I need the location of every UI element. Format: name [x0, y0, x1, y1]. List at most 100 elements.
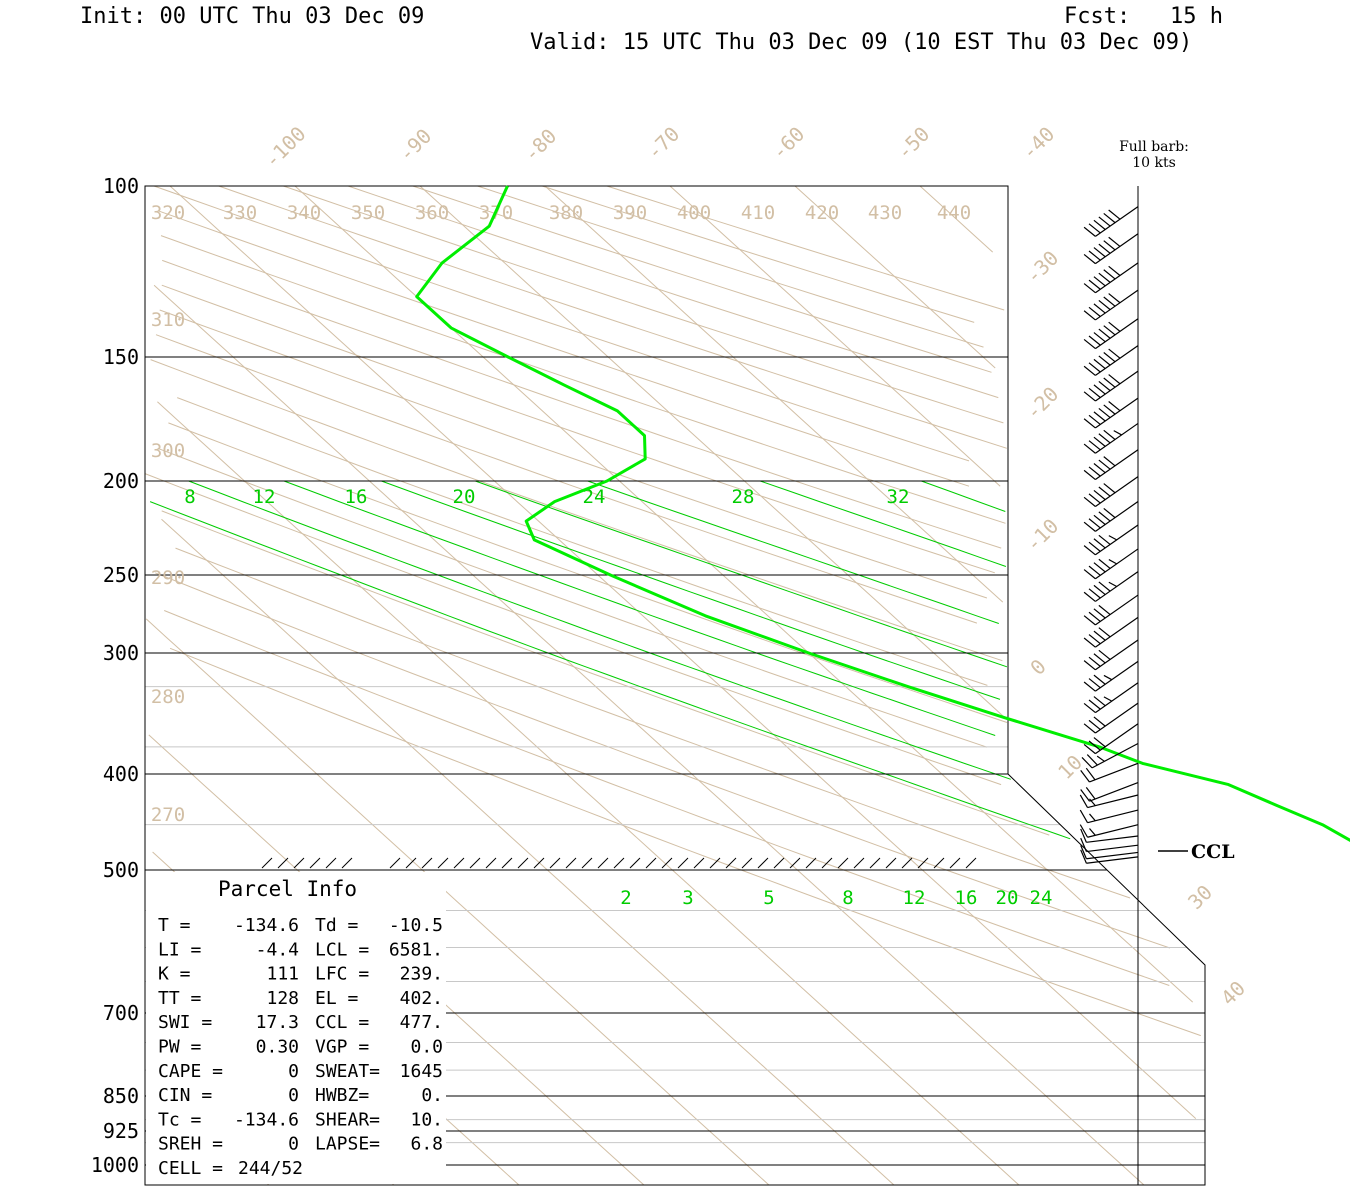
- moist-adiabat-line: [921, 480, 1006, 512]
- hatch-mark: [325, 857, 337, 869]
- pressure-tick-label: 500: [103, 858, 139, 882]
- dry-adiabat-line: [161, 510, 1050, 836]
- parcel-value-1: 111: [266, 964, 299, 985]
- hatch-mark: [805, 857, 817, 869]
- theta-side-label: 300: [151, 440, 185, 462]
- dry-adiabat-line: [159, 309, 988, 599]
- wind-barb: [1083, 476, 1139, 507]
- wind-barb: [1083, 370, 1139, 402]
- ccl-label: CCL: [1191, 841, 1235, 863]
- hatch-mark: [901, 857, 913, 869]
- hatch-mark: [837, 857, 849, 869]
- dry-adiabat-line: [169, 647, 1201, 1037]
- parcel-key-2: SWEAT=: [315, 1061, 380, 1082]
- wind-barb: [1080, 781, 1139, 802]
- wind-barb: [1080, 762, 1139, 783]
- isotherm-label: 0: [1025, 654, 1050, 679]
- init-time: Init: 00 UTC Thu 03 Dec 09: [80, 4, 425, 29]
- parcel-value-1: 0: [288, 1061, 299, 1082]
- theta-e-label: 20: [453, 486, 476, 508]
- moist-adiabat-line: [149, 501, 1071, 840]
- wind-barb: [1083, 206, 1139, 237]
- isotherm-label: -40: [1017, 122, 1060, 165]
- temperature-series-line: [415, 185, 1350, 842]
- parcel-value-2: -10.5: [389, 915, 443, 936]
- dry-adiabat-line: [477, 185, 984, 348]
- wind-barb: [1083, 571, 1139, 602]
- hatch-mark: [341, 857, 353, 869]
- moist-adiabat-line: [760, 480, 1007, 567]
- theta-e-label: 12: [253, 486, 276, 508]
- pressure-tick-label: 250: [103, 563, 139, 587]
- hatch-mark: [421, 857, 433, 869]
- parcel-key-1: CELL =: [158, 1158, 223, 1179]
- hatch-mark: [869, 857, 881, 869]
- wind-barb: [1083, 594, 1139, 626]
- dry-adiabat-line: [155, 572, 1171, 949]
- hatch-mark: [405, 857, 417, 869]
- wind-barb: [1083, 449, 1139, 481]
- wind-barb: [1083, 233, 1139, 265]
- parcel-key-2: LAPSE=: [315, 1134, 380, 1155]
- theta-top-label: 410: [741, 202, 775, 224]
- theta-e-label: 24: [583, 486, 606, 508]
- wind-barb: [1080, 837, 1139, 853]
- pressure-tick-label: 400: [103, 762, 139, 786]
- hatch-mark: [773, 857, 785, 869]
- wind-barb: [1083, 616, 1139, 648]
- hatch-mark: [709, 857, 721, 869]
- wind-barb: [1083, 397, 1139, 429]
- wind-barb: [1083, 262, 1139, 294]
- isotherm-line: [669, 185, 1001, 487]
- dry-adiabat-line: [542, 185, 975, 323]
- parcel-panel-bg: [146, 872, 446, 1184]
- wind-barb: [1083, 702, 1139, 734]
- hatch-mark: [565, 857, 577, 869]
- theta-top-label: 390: [613, 202, 647, 224]
- mixing-ratio-label: 20: [996, 887, 1019, 909]
- theta-top-label: 430: [868, 202, 902, 224]
- parcel-key-2: VGP =: [315, 1037, 369, 1058]
- hatch-mark: [389, 857, 401, 869]
- hatch-mark: [933, 857, 945, 869]
- parcel-value-2: 402.: [400, 988, 443, 1009]
- wind-barb: [1083, 501, 1139, 532]
- wind-barb: [1083, 548, 1139, 580]
- parcel-value-2: 0.: [421, 1085, 443, 1106]
- parcel-key-1: SWI =: [158, 1012, 212, 1033]
- parcel-value-1: 0: [288, 1085, 299, 1106]
- moist-adiabats: [149, 480, 1071, 840]
- parcel-key-1: K =: [158, 964, 191, 985]
- pressure-tick-label: 150: [103, 345, 139, 369]
- parcel-value-1: -4.4: [256, 939, 299, 960]
- parcel-key-1: PW =: [158, 1037, 202, 1058]
- theta-top-label: 330: [223, 202, 257, 224]
- hatch-mark: [821, 857, 833, 869]
- hatch-mark: [597, 857, 609, 869]
- dry-adiabat-line: [177, 397, 988, 686]
- dry-adiabat-line: [144, 473, 1002, 786]
- theta-side-label: 280: [151, 686, 185, 708]
- wind-barb: [1080, 849, 1139, 864]
- isotherm-label: -70: [642, 122, 685, 165]
- moist-adiabat-line: [475, 480, 1008, 668]
- parcel-key-1: T =: [158, 915, 191, 936]
- pressure-tick-label: 200: [103, 469, 139, 493]
- hatch-mark: [501, 857, 513, 869]
- theta-top-label: 320: [151, 202, 185, 224]
- parcel-value-2: 477.: [400, 1012, 443, 1033]
- pressure-tick-label: 850: [103, 1084, 139, 1108]
- hatch-mark: [885, 857, 897, 869]
- pressure-tick-label: 700: [103, 1001, 139, 1025]
- moist-adiabat-line: [587, 480, 999, 624]
- pressure-tick-label: 925: [103, 1119, 139, 1143]
- dry-adiabat-line: [161, 284, 995, 574]
- hatch-mark: [261, 857, 273, 869]
- hatch-mark: [533, 857, 545, 869]
- theta-top-label: 380: [549, 202, 583, 224]
- parcel-key-1: SREH =: [158, 1134, 223, 1155]
- hatch-mark: [917, 857, 929, 869]
- pressure-tick-label: 100: [103, 174, 139, 198]
- hatch-mark: [645, 857, 657, 869]
